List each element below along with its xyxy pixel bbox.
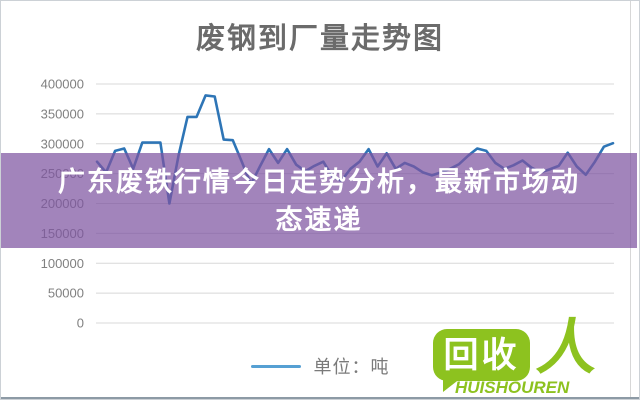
chart-title: 废钢到厂量走势图	[195, 23, 444, 55]
headline-banner: 广东废铁行情今日走势分析，最新市场动 态速递	[1, 153, 637, 248]
y-tick-label: 350000	[41, 106, 84, 121]
headline-line-2: 态速递	[275, 204, 363, 235]
headline-line-1: 广东废铁行情今日走势分析，最新市场动	[58, 166, 580, 197]
y-tick-label: 50000	[48, 286, 84, 301]
y-tick-label: 100000	[41, 256, 84, 271]
recycle-bubble-text: 回收	[443, 335, 520, 375]
legend-label: 单位：吨	[313, 357, 390, 377]
chart-legend: 单位：吨	[1, 353, 639, 379]
logo-caption: HUISHOUREN	[455, 378, 570, 397]
y-tick-label: 0	[77, 316, 84, 331]
recycle-speech-bubble-icon: 回收	[433, 329, 530, 392]
bottom-border	[1, 397, 639, 399]
y-tick-label: 400000	[41, 77, 84, 92]
y-tick-label: 300000	[41, 136, 84, 151]
legend-line-swatch-icon	[250, 364, 301, 368]
huishouren-logo: 回收 人 HUISHOUREN	[431, 314, 606, 399]
